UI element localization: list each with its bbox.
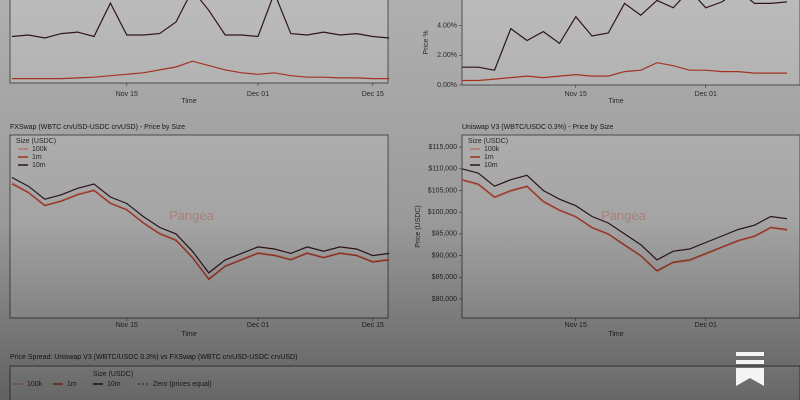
bookmark-icon [736,352,764,386]
